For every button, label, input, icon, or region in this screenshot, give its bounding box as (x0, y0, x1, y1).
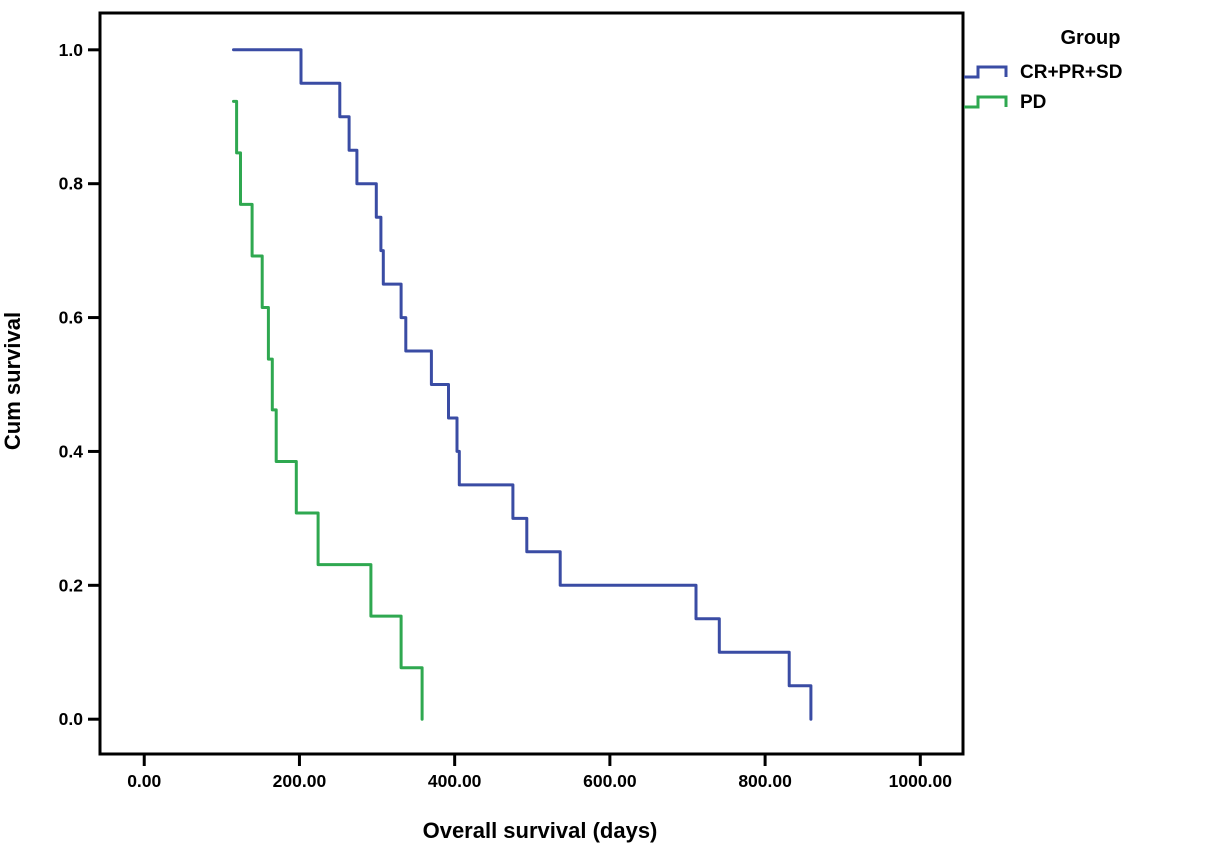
step-line-marker-icon (964, 95, 1008, 109)
y-tick-label: 0.0 (59, 709, 84, 729)
legend-label: CR+PR+SD (1020, 61, 1123, 83)
legend: Group CR+PR+SD PD (962, 27, 1205, 117)
plot-frame (98, 11, 965, 756)
survival-curve-cr-pr-sd (232, 48, 813, 721)
legend-item-cr-pr-sd: CR+PR+SD (962, 57, 1205, 87)
survival-curve-pd (232, 99, 424, 721)
legend-label: PD (1020, 91, 1047, 113)
x-tick-label: 600.00 (583, 771, 637, 791)
y-tick-label: 0.8 (59, 174, 84, 194)
x-tick-label: 200.00 (273, 771, 327, 791)
x-tick-label: 400.00 (428, 771, 482, 791)
y-tick-label: 0.6 (59, 308, 84, 328)
step-line-marker-icon (964, 65, 1008, 79)
x-axis-title: Overall survival (days) (422, 818, 658, 843)
legend-title: Group (1060, 27, 1121, 49)
x-tick-label: 800.00 (738, 771, 792, 791)
y-axis-title: Cum survival (0, 311, 25, 451)
legend-item-pd: PD (962, 87, 1205, 117)
y-tick-label: 0.2 (59, 575, 84, 595)
y-tick-label: 0.4 (59, 441, 84, 461)
x-tick-label: 0.00 (127, 771, 161, 791)
y-tick-label: 1.0 (59, 40, 84, 60)
x-tick-label: 1000.00 (889, 771, 953, 791)
